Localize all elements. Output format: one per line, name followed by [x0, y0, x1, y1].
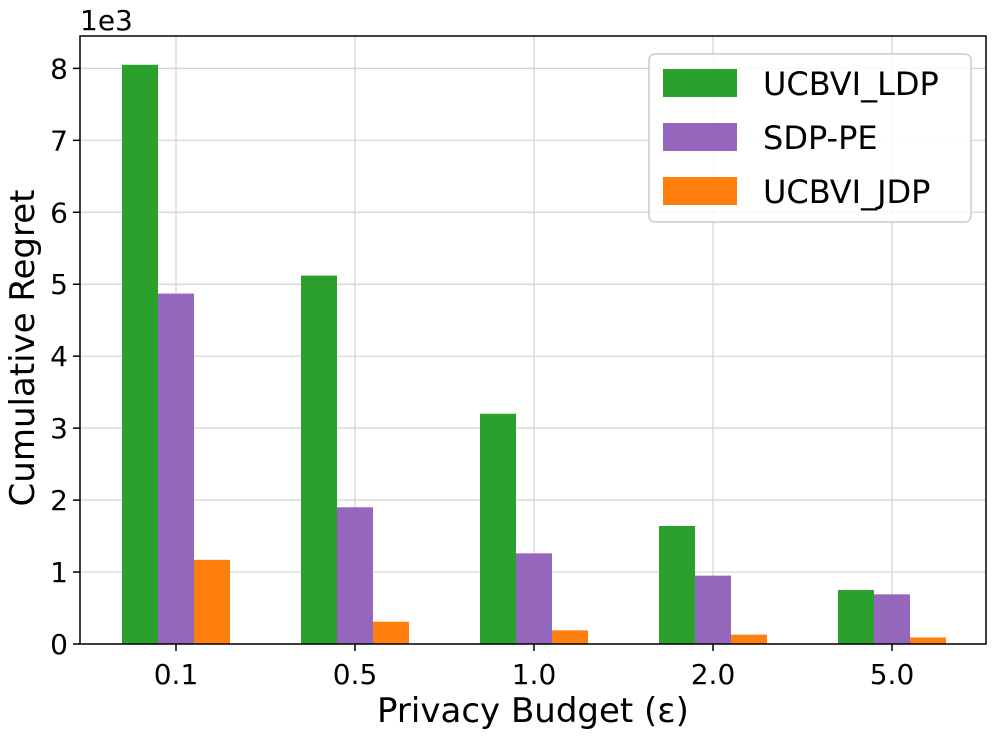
- legend-swatch: [663, 123, 737, 151]
- legend-label: SDP-PE: [763, 119, 878, 157]
- legend-swatch: [663, 69, 737, 97]
- bars: [122, 64, 946, 644]
- x-axis-label: Privacy Budget (ε): [377, 691, 689, 731]
- bar-ucbvi-jdp-1-0: [552, 630, 588, 644]
- x-tick-label: 0.1: [154, 658, 199, 691]
- legend: UCBVI_LDP SDP-PE UCBVI_JDP: [648, 53, 972, 223]
- legend-swatch: [663, 177, 737, 205]
- x-tick-label: 2.0: [691, 658, 736, 691]
- bar-ucbvi-jdp-5-0: [910, 637, 946, 644]
- y-tick-label: 4: [50, 340, 68, 373]
- y-axis-label: Cumulative Regret: [3, 190, 43, 507]
- x-tick-label: 1.0: [512, 658, 557, 691]
- bar-ucbvi-ldp-0-1: [122, 64, 158, 644]
- axis-ticks: 0 1 2 3 4 5 6 7 8 0.1 0.5 1.0 2.0 5.0: [50, 52, 914, 691]
- legend-label: UCBVI_JDP: [763, 173, 930, 211]
- bar-ucbvi-ldp-0-5: [301, 275, 337, 644]
- grid-lines: [80, 36, 986, 645]
- bar-ucbvi-ldp-5-0: [838, 590, 874, 644]
- y-axis-multiplier: 1e3: [80, 4, 133, 37]
- x-tick-label: 5.0: [870, 658, 915, 691]
- y-tick-label: 1: [50, 556, 68, 589]
- bar-ucbvi-jdp-2-0: [731, 634, 767, 644]
- bar-ucbvi-ldp-2-0: [659, 525, 695, 644]
- bar-ucbvi-ldp-1-0: [480, 413, 516, 644]
- bar-sdp-pe-0-5: [337, 507, 373, 644]
- y-tick-label: 8: [50, 52, 68, 85]
- y-tick-label: 2: [50, 484, 68, 517]
- legend-label: UCBVI_LDP: [763, 65, 939, 103]
- bar-sdp-pe-2-0: [695, 575, 731, 644]
- y-tick-label: 6: [50, 196, 68, 229]
- y-tick-label: 0: [50, 628, 68, 661]
- bar-ucbvi-jdp-0-1: [194, 559, 230, 644]
- y-tick-label: 3: [50, 412, 68, 445]
- y-tick-label: 7: [50, 124, 68, 157]
- plot-frame: [79, 35, 987, 645]
- bar-sdp-pe-1-0: [516, 553, 552, 644]
- bar-sdp-pe-0-1: [158, 293, 194, 644]
- x-tick-label: 0.5: [333, 658, 378, 691]
- bar-sdp-pe-5-0: [874, 594, 910, 644]
- bar-ucbvi-jdp-0-5: [373, 621, 409, 644]
- y-tick-label: 5: [50, 268, 68, 301]
